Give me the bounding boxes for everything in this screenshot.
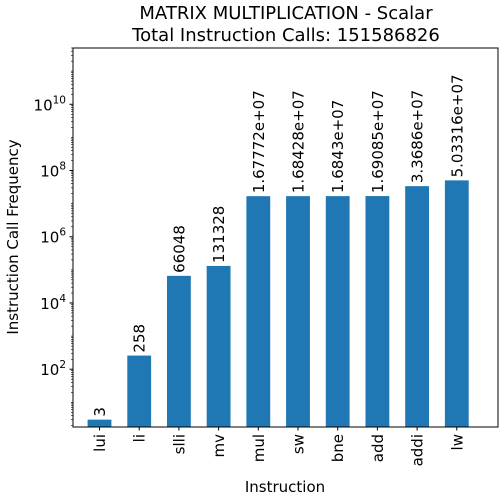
- x-tick-label-mv: mv: [210, 434, 228, 458]
- y-tick-label-1e8: 108: [40, 161, 66, 181]
- data-label-mv: 131328: [210, 206, 228, 263]
- y-axis-label: Instruction Call Frequency: [4, 139, 22, 334]
- plot-frame: [72, 47, 499, 428]
- data-labels-group: 3 258 66048 131328 1.67772e+07 1.68428e+07 1.6…: [91, 74, 466, 416]
- data-label-addi: 3.3686e+07: [409, 90, 427, 183]
- bar-lui: [87, 419, 112, 427]
- x-tick-label-li: li: [131, 434, 149, 442]
- data-label-li: 258: [131, 324, 149, 353]
- x-axis-label: Instruction: [245, 478, 325, 496]
- bar-addi: [405, 186, 430, 427]
- chart-title-line-1: MATRIX MULTIPLICATION - Scalar: [139, 3, 433, 24]
- data-label-bne: 1.6843e+07: [329, 100, 347, 193]
- x-tick-label-add: add: [369, 434, 387, 462]
- bar-lw: [444, 180, 469, 427]
- x-tick-label-lw: lw: [448, 434, 466, 450]
- chart-title: MATRIX MULTIPLICATION - Scalar Total Ins…: [131, 3, 440, 46]
- x-tick-label-mul: mul: [250, 434, 268, 462]
- y-tick-label-1e4: 104: [40, 293, 66, 313]
- bar-add: [365, 196, 390, 427]
- bars-group: [87, 180, 469, 427]
- bar-mv: [206, 265, 231, 427]
- x-tick-label-lui: lui: [91, 434, 109, 452]
- data-label-lw: 5.03316e+07: [448, 74, 466, 177]
- y-tick-label-1e6: 106: [40, 227, 66, 247]
- bar-li: [127, 355, 152, 427]
- x-tick-label-sw: sw: [290, 434, 308, 454]
- y-tick-label-1e2: 102: [40, 359, 66, 379]
- data-label-lui: 3: [91, 407, 109, 417]
- bar-mul: [246, 196, 271, 427]
- y-tick-label-1e10: 1010: [34, 94, 66, 114]
- x-tick-label-addi: addi: [409, 434, 427, 466]
- bar-slli: [166, 275, 191, 427]
- x-tick-label-bne: bne: [329, 434, 347, 462]
- bar-sw: [286, 196, 310, 427]
- data-label-sw: 1.68428e+07: [290, 90, 308, 193]
- data-label-add: 1.69085e+07: [369, 90, 387, 193]
- data-label-mul: 1.67772e+07: [250, 90, 268, 193]
- data-label-slli: 66048: [170, 225, 188, 273]
- bar-bne: [325, 196, 350, 427]
- y-axis-ticks: 102 104 106 108 1010: [34, 47, 73, 426]
- x-tick-label-slli: slli: [170, 434, 188, 454]
- x-axis-ticks: lui li slli mv mul sw bne add addi lw: [91, 427, 466, 466]
- chart-title-line-2: Total Instruction Calls: 151586826: [131, 25, 440, 46]
